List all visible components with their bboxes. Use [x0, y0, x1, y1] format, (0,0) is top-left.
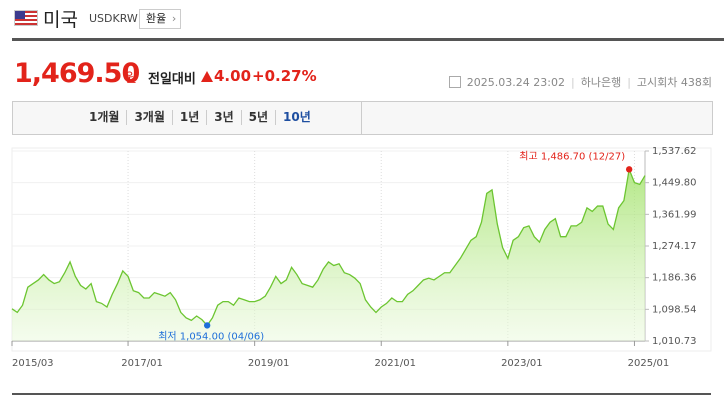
x-tick-label: 2017/01	[121, 358, 163, 369]
divider	[361, 102, 362, 134]
high-label: 최고 1,486.70 (12/27)	[519, 150, 625, 162]
divider	[12, 393, 711, 395]
y-tick-label: 1,186.36	[652, 273, 697, 284]
high-marker	[625, 166, 633, 173]
separator: |	[627, 75, 631, 89]
price: 1,469.50	[14, 58, 140, 89]
info: 2025.03.24 23:02 | 하나은행 | 고시회차 438회	[448, 74, 712, 90]
y-tick-label: 1,449.80	[652, 178, 697, 189]
datetime: 2025.03.24 23:02	[466, 75, 565, 89]
y-tick-label: 1,274.17	[652, 241, 697, 252]
plot-frame	[11, 147, 712, 352]
change-percent: +0.27%	[252, 67, 317, 85]
flag-icon	[14, 10, 38, 26]
change: 4.00	[214, 67, 252, 85]
x-tick-label: 2019/01	[248, 358, 290, 369]
period-tab[interactable]: 1년	[171, 110, 206, 125]
x-tick-label: 2025/01	[628, 358, 670, 369]
period-tab[interactable]: 10년	[275, 110, 318, 125]
separator: |	[570, 75, 575, 89]
divider	[12, 38, 724, 41]
y-tick-label: 1,361.99	[652, 209, 697, 220]
line	[11, 166, 646, 327]
x-tick-label: 2021/01	[374, 358, 416, 369]
bank: 하나은행	[580, 76, 622, 89]
round: 고시회차 438회	[636, 76, 712, 89]
currency-code: USDKRW	[89, 12, 138, 25]
chart: 1,537.62 1,449.80 1,361.99 1,274.17 1,186.36…	[11, 146, 712, 369]
period-tabs: 1개월 3개월 1년 3년 5년 10년	[12, 101, 713, 135]
low-marker	[203, 322, 211, 329]
exchange-button[interactable]: 환율	[139, 9, 182, 29]
y-tick-label: 1,010.73	[652, 336, 697, 347]
period-tab[interactable]: 3개월	[126, 110, 171, 125]
tab-list: 1개월 3개월 1년 3년 5년 10년	[82, 110, 318, 125]
period-tab[interactable]: 3년	[206, 110, 240, 125]
period-tab[interactable]: 1개월	[89, 110, 120, 124]
y-tick-label: 1,098.54	[652, 304, 697, 315]
info-icon	[448, 76, 461, 88]
x-tick-label: 2015/03	[12, 358, 54, 369]
up-arrow	[201, 71, 213, 82]
price-unit: 원	[125, 71, 137, 86]
period-tab[interactable]: 5년	[240, 110, 275, 125]
compare-label: 전일대비	[148, 72, 196, 87]
area	[12, 169, 645, 341]
low-label: 최저 1,054.00 (04/06)	[158, 330, 264, 342]
x-tick-label: 2023/01	[501, 358, 543, 369]
y-tick-label: 1,537.62	[652, 146, 697, 157]
currency-title: 미국	[43, 9, 78, 31]
